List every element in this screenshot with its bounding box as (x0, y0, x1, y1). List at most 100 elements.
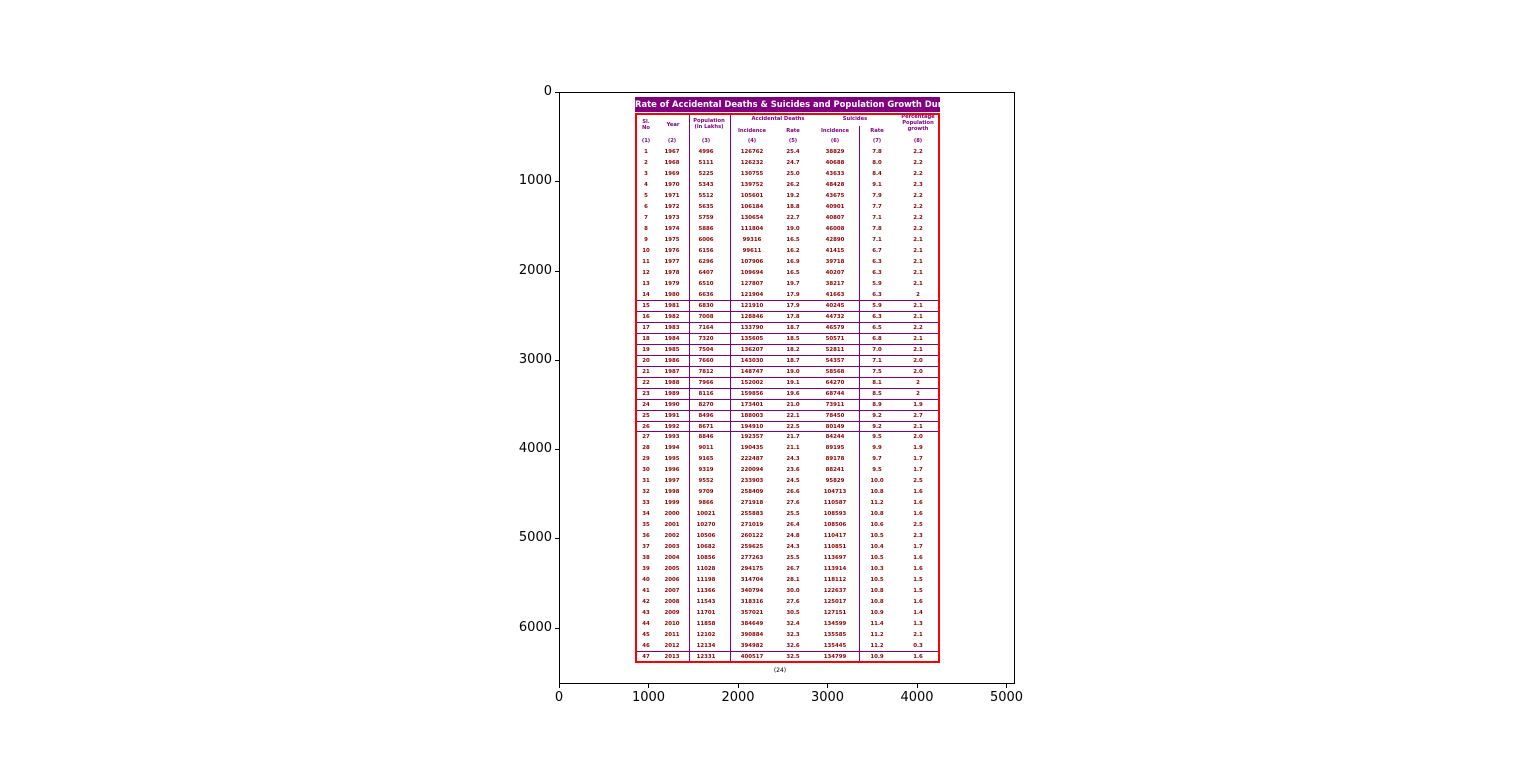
cell-sl-no: 7 (644, 214, 648, 221)
row-divider (637, 299, 938, 301)
cell-accidental-incidence: 222487 (740, 456, 764, 463)
cell-population-growth: 2.1 (913, 280, 923, 287)
cell-sl-no: 40 (642, 577, 650, 584)
cell-accidental-incidence: 99316 (742, 236, 762, 243)
cell-population: 8270 (698, 401, 714, 408)
cell-sl-no: 39 (642, 566, 650, 573)
cell-suicide-incidence: 89178 (825, 456, 845, 463)
cell-suicide-incidence: 84244 (825, 434, 845, 441)
cell-population-growth: 1.6 (913, 566, 923, 573)
cell-suicide-incidence: 58568 (825, 368, 845, 375)
cell-population-growth: 2.1 (913, 335, 923, 342)
y-tick-label: 5000 (518, 530, 552, 546)
cell-accidental-rate: 24.7 (786, 159, 800, 166)
cell-population: 5635 (698, 203, 714, 210)
cell-accidental-rate: 32.3 (786, 632, 800, 639)
y-tick (555, 538, 559, 540)
cell-accidental-incidence: 394982 (740, 643, 764, 650)
cell-population-growth: 2.5 (913, 522, 923, 529)
cell-sl-no: 6 (644, 203, 648, 210)
cell-accidental-incidence: 128846 (740, 313, 764, 320)
cell-accidental-incidence: 139752 (740, 181, 764, 188)
x-tick-label: 2000 (721, 690, 755, 705)
cell-population-growth: 2.3 (913, 533, 923, 540)
cell-population: 11028 (696, 566, 716, 573)
cell-accidental-incidence: 127807 (740, 280, 764, 287)
cell-population-growth: 2.1 (913, 236, 923, 243)
cell-accidental-incidence: 258409 (740, 489, 764, 496)
cell-accidental-rate: 18.5 (786, 335, 800, 342)
cell-suicide-rate: 6.8 (872, 335, 882, 342)
cell-population-growth: 2.2 (913, 149, 923, 155)
cell-sl-no: 2 (644, 159, 648, 166)
cell-accidental-rate: 17.8 (786, 313, 800, 320)
cell-year: 2007 (664, 588, 680, 595)
cell-population-growth: 2.2 (913, 214, 923, 221)
cell-suicide-rate: 7.5 (872, 368, 882, 375)
cell-suicide-rate: 11.2 (870, 500, 884, 507)
header-sl-no: Sl. No (642, 119, 650, 131)
cell-accidental-rate: 26.7 (786, 566, 800, 573)
cell-population: 7164 (698, 324, 714, 331)
header-accidental-deaths: Accidental Deaths (751, 116, 805, 122)
cell-population: 6006 (698, 236, 714, 243)
cell-suicide-rate: 8.9 (872, 401, 882, 408)
cell-accidental-rate: 22.7 (786, 214, 800, 221)
column-divider (859, 126, 860, 661)
cell-suicide-incidence: 46008 (825, 225, 845, 232)
cell-accidental-rate: 22.5 (786, 423, 800, 430)
cell-year: 1974 (664, 225, 680, 232)
cell-suicide-rate: 10.5 (870, 555, 884, 562)
cell-population-growth: 1.6 (913, 489, 923, 496)
cell-population-growth: 2.2 (913, 203, 923, 210)
y-tick-label: 4000 (518, 441, 552, 457)
cell-sl-no: 18 (642, 335, 650, 342)
cell-population: 7008 (698, 313, 714, 320)
cell-suicide-rate: 9.5 (872, 434, 882, 441)
cell-year: 1969 (664, 170, 680, 177)
cell-year: 1986 (664, 357, 680, 364)
cell-suicide-incidence: 89195 (825, 445, 845, 452)
cell-suicide-incidence: 78450 (825, 412, 845, 419)
cell-population-growth: 2.3 (913, 181, 923, 188)
cell-population-growth: 1.9 (913, 445, 923, 452)
cell-accidental-rate: 19.0 (786, 368, 800, 375)
cell-suicide-rate: 6.3 (872, 258, 882, 265)
cell-suicide-rate: 6.3 (872, 313, 882, 320)
cell-suicide-rate: 10.5 (870, 577, 884, 584)
cell-suicide-incidence: 40688 (825, 159, 845, 166)
cell-accidental-incidence: 126762 (740, 149, 764, 155)
cell-suicide-incidence: 73911 (825, 401, 845, 408)
cell-sl-no: 8 (644, 225, 648, 232)
cell-suicide-rate: 7.0 (872, 346, 882, 353)
cell-sl-no: 5 (644, 192, 648, 199)
cell-suicide-incidence: 39718 (825, 258, 845, 265)
cell-year: 1984 (664, 335, 680, 342)
cell-accidental-incidence: 384649 (740, 621, 764, 628)
cell-suicide-incidence: 40245 (825, 302, 845, 309)
cell-accidental-incidence: 111804 (740, 225, 764, 232)
cell-year: 1976 (664, 247, 680, 254)
y-tick-label: 3000 (518, 351, 552, 367)
cell-sl-no: 27 (642, 434, 650, 441)
cell-sl-no: 26 (642, 423, 650, 430)
cell-population: 7660 (698, 357, 714, 364)
cell-accidental-rate: 25.5 (786, 555, 800, 562)
cell-suicide-rate: 10.8 (870, 588, 884, 595)
cell-suicide-incidence: 43633 (825, 170, 845, 177)
cell-suicide-rate: 6.3 (872, 291, 882, 298)
cell-accidental-rate: 32.6 (786, 643, 800, 650)
cell-accidental-incidence: 106184 (740, 203, 764, 210)
cell-accidental-rate: 16.9 (786, 258, 800, 265)
cell-sl-no: 25 (642, 412, 650, 419)
cell-population: 11198 (696, 577, 716, 584)
cell-suicide-incidence: 64270 (825, 379, 845, 386)
cell-suicide-incidence: 127151 (823, 610, 847, 617)
cell-suicide-incidence: 108593 (823, 511, 847, 518)
cell-suicide-rate: 9.9 (872, 445, 882, 452)
cell-accidental-incidence: 271019 (740, 522, 764, 529)
cell-accidental-rate: 18.8 (786, 203, 800, 210)
cell-accidental-incidence: 148747 (740, 368, 764, 375)
x-tick-label: 5000 (989, 690, 1024, 705)
cell-suicide-incidence: 135445 (823, 643, 847, 650)
